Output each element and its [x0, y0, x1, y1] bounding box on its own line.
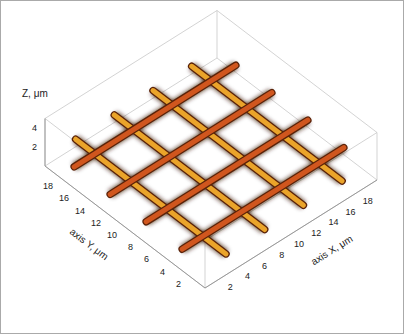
fiber	[110, 93, 272, 195]
y-tick-label: 10	[107, 230, 117, 240]
ceiling	[45, 11, 377, 241]
fiber-edge	[182, 148, 344, 250]
y-tick-label: 12	[91, 218, 101, 228]
x-tick-label: 6	[262, 261, 267, 271]
fiber-shadow	[146, 120, 308, 222]
x-tick-label: 10	[294, 239, 304, 249]
x-tick-label: 8	[279, 250, 284, 260]
y-axis-title: axis Y, μm	[68, 226, 111, 262]
fiber	[182, 148, 344, 250]
fiber	[74, 65, 236, 167]
vertical-edge	[377, 133, 378, 181]
x-tick-label: 4	[245, 271, 250, 281]
fiber-edge	[110, 93, 272, 195]
x-axis-title: axis X, μm	[309, 233, 355, 267]
axes-box	[45, 11, 377, 289]
vertical-edge	[45, 119, 46, 167]
fiber	[146, 120, 308, 222]
x-tick-label: 2	[228, 282, 233, 292]
fiber-shadow	[182, 148, 344, 250]
y-tick-label: 6	[144, 254, 149, 264]
y-tick-label: 8	[128, 242, 133, 252]
y-tick-label: 2	[176, 279, 181, 289]
y-tick-label: 16	[59, 193, 69, 203]
fiber-shadow	[74, 65, 236, 167]
fiber-shadow	[110, 93, 272, 195]
y-tick-label: 18	[43, 181, 53, 191]
frame	[1, 1, 404, 334]
fiber-shadows	[74, 65, 344, 254]
fibers	[74, 65, 344, 254]
x-tick-label: 18	[363, 196, 373, 206]
y-tick-label: 4	[160, 267, 165, 277]
fiber-edge	[146, 120, 308, 222]
tick-labels: 2 4 6 8 10 12 14 16 18 2 4 6 8 10 12 14 16 18 2 4	[32, 123, 373, 292]
y-tick-label: 14	[75, 206, 85, 216]
x-tick-label: 16	[346, 207, 356, 217]
fiber-edge	[74, 65, 236, 167]
x-tick-label: 12	[311, 228, 321, 238]
z-axis	[45, 119, 46, 167]
z-tick-label: 2	[32, 142, 37, 152]
vertical-edge	[217, 11, 218, 59]
floor	[45, 58, 377, 288]
z-axis-title: Z, μm	[22, 88, 48, 99]
x-tick-label: 14	[328, 217, 338, 227]
vertical-edge	[205, 241, 206, 289]
z-tick-label: 4	[32, 123, 37, 133]
